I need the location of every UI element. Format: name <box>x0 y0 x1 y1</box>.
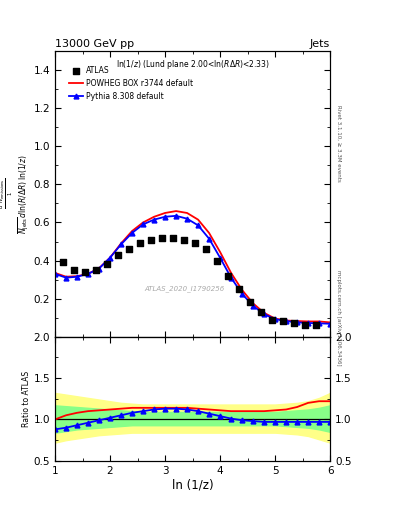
Point <box>269 315 275 324</box>
Point <box>313 321 320 329</box>
Point <box>236 285 242 293</box>
Text: $\ln(1/z)$ (Lund plane 2.00<$\ln(R\Delta R)$<2.33): $\ln(1/z)$ (Lund plane 2.00<$\ln(R\Delta… <box>116 58 270 71</box>
Point <box>82 268 88 276</box>
Point <box>104 260 110 268</box>
Point <box>71 266 77 274</box>
Text: Rivet 3.1.10, ≥ 3.3M events: Rivet 3.1.10, ≥ 3.3M events <box>336 105 341 182</box>
Y-axis label: $\frac{d^2 N_\mathrm{emissions}}{1}$
$\overline{N_\mathrm{jets}}\,d\ln(R/\Delta : $\frac{d^2 N_\mathrm{emissions}}{1}$ $\o… <box>0 154 31 234</box>
X-axis label: ln (1/z): ln (1/z) <box>172 478 213 492</box>
Point <box>258 308 264 316</box>
Point <box>60 259 66 267</box>
Point <box>181 236 187 244</box>
Point <box>93 266 99 274</box>
Legend: ATLAS, POWHEG BOX r3744 default, Pythia 8.308 default: ATLAS, POWHEG BOX r3744 default, Pythia … <box>66 63 196 103</box>
Point <box>225 272 231 280</box>
Point <box>148 236 154 244</box>
Point <box>192 239 198 247</box>
Point <box>247 298 253 307</box>
Point <box>159 233 165 242</box>
Point <box>115 251 121 259</box>
Point <box>170 233 176 242</box>
Y-axis label: Ratio to ATLAS: Ratio to ATLAS <box>22 371 31 427</box>
Point <box>291 319 298 328</box>
Point <box>203 245 209 253</box>
Text: 13000 GeV pp: 13000 GeV pp <box>55 39 134 49</box>
Text: ATLAS_2020_I1790256: ATLAS_2020_I1790256 <box>144 285 224 291</box>
Text: mcplots.cern.ch [arXiv:1306.3436]: mcplots.cern.ch [arXiv:1306.3436] <box>336 270 341 365</box>
Point <box>137 239 143 247</box>
Text: Jets: Jets <box>310 39 330 49</box>
Point <box>302 321 309 329</box>
Point <box>126 245 132 253</box>
Point <box>214 257 220 265</box>
Point <box>280 317 286 326</box>
